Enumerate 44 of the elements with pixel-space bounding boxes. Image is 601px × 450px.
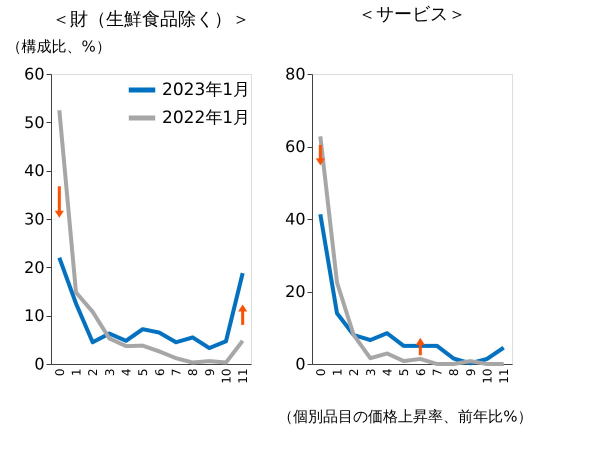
- x-tick-label: 2: [86, 368, 100, 376]
- x-tick-label: 4: [380, 368, 394, 376]
- x-tick-label: 6: [152, 368, 167, 376]
- y-tick-label: 20: [24, 258, 44, 277]
- x-tick-label: 8: [186, 368, 200, 376]
- y-tick-label: 20: [285, 282, 306, 301]
- x-tick-label: 6: [414, 368, 428, 376]
- x-tick-label: 4: [120, 368, 134, 376]
- x-tick-label: 2: [347, 368, 362, 376]
- line-series: [318, 212, 506, 366]
- x-tick-label: 11: [236, 368, 250, 384]
- line-series: [57, 108, 245, 365]
- x-tick-label: 7: [430, 368, 444, 376]
- x-tick-label: 0: [52, 368, 67, 376]
- legend-label: 2022年1月: [162, 108, 250, 128]
- x-tick-label: 10: [480, 368, 494, 384]
- x-tick-label: 3: [102, 368, 117, 376]
- y-tick-label: 60: [285, 137, 306, 156]
- y-tick-label: 80: [285, 64, 306, 84]
- y-tick-label: 50: [24, 112, 44, 132]
- x-tick-label: 5: [397, 368, 412, 376]
- y-tick-label: 60: [24, 64, 44, 84]
- x-tick-label: 1: [70, 368, 84, 376]
- y-axis-title: （構成比、%）: [6, 38, 111, 56]
- x-tick-label: 8: [447, 368, 462, 376]
- y-tick-label: 40: [285, 210, 306, 228]
- x-tick-label: 9: [464, 368, 478, 376]
- x-tick-label: 7: [170, 368, 184, 376]
- x-tick-label: 9: [202, 368, 217, 376]
- x-tick-label: 1: [330, 368, 344, 376]
- x-tick-label: 3: [364, 368, 378, 376]
- y-tick-label: 10: [24, 306, 44, 326]
- chart-title: ＜財（生鮮食品除く）＞: [52, 9, 250, 30]
- y-tick-label: 40: [24, 161, 44, 180]
- chart-title: ＜サービス＞: [358, 4, 466, 25]
- line-series: [318, 134, 506, 366]
- x-tick-label: 10: [220, 368, 234, 384]
- y-tick-label: 30: [24, 210, 44, 228]
- legend-label: 2023年1月: [162, 80, 250, 100]
- x-tick-label: 11: [497, 368, 512, 384]
- x-tick-label: 5: [136, 368, 150, 376]
- x-tick-label: 0: [314, 368, 328, 376]
- x-axis-title: （個別品目の価格上昇率、前年比%）: [278, 408, 532, 426]
- line-series: [57, 256, 245, 350]
